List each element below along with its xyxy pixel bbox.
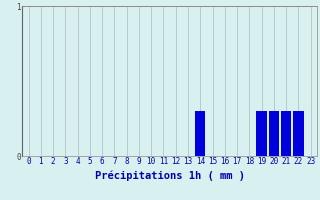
Bar	[293, 111, 304, 156]
Bar	[281, 111, 291, 156]
Bar	[256, 111, 267, 156]
Bar	[195, 111, 205, 156]
Bar	[269, 111, 279, 156]
X-axis label: Précipitations 1h ( mm ): Précipitations 1h ( mm )	[95, 171, 244, 181]
